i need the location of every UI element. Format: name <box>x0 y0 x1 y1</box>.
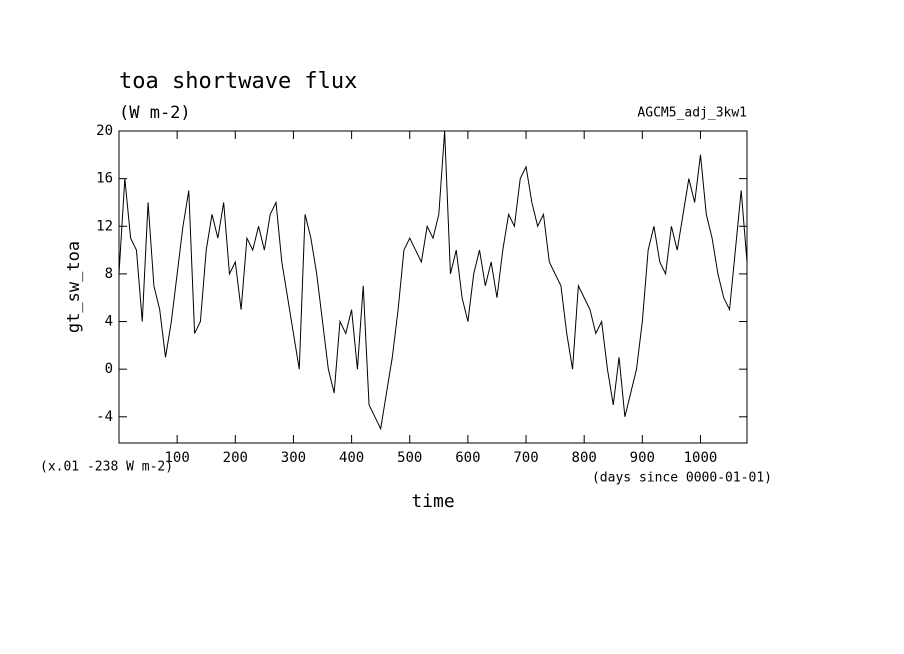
y-tick-label: 16 <box>96 171 113 187</box>
x-tick-label: 500 <box>397 450 422 466</box>
x-unit-note: (days since 0000-01-01) <box>592 471 772 486</box>
x-tick-label: 200 <box>223 450 248 466</box>
y-tick-label: 12 <box>96 218 113 234</box>
chart-subtitle: (W m-2) <box>119 103 191 123</box>
x-tick-label: 800 <box>572 450 597 466</box>
x-tick-label: 900 <box>630 450 655 466</box>
x-tick-label: 1000 <box>684 450 718 466</box>
annotation: AGCM5_adj_3kw1 <box>637 106 747 121</box>
y-unit-note: (x.01 -238 W m-2) <box>40 460 173 475</box>
y-axis-label: gt_sw_toa <box>64 241 84 333</box>
x-tick-label: 600 <box>455 450 480 466</box>
data-line <box>118 130 748 431</box>
y-tick-label: -4 <box>96 409 113 425</box>
y-tick-label: 0 <box>105 361 113 377</box>
y-tick-label: 4 <box>105 314 113 330</box>
x-axis-label: time <box>411 491 454 512</box>
x-tick-label: 700 <box>513 450 538 466</box>
x-tick-label: 400 <box>339 450 364 466</box>
x-tick-label: 300 <box>281 450 306 466</box>
plot-frame <box>118 130 748 444</box>
y-tick-label: 8 <box>105 266 113 282</box>
chart-title: toa shortwave flux <box>119 69 357 94</box>
y-tick-label: 20 <box>96 123 113 139</box>
x-tick-label: 100 <box>164 450 189 466</box>
